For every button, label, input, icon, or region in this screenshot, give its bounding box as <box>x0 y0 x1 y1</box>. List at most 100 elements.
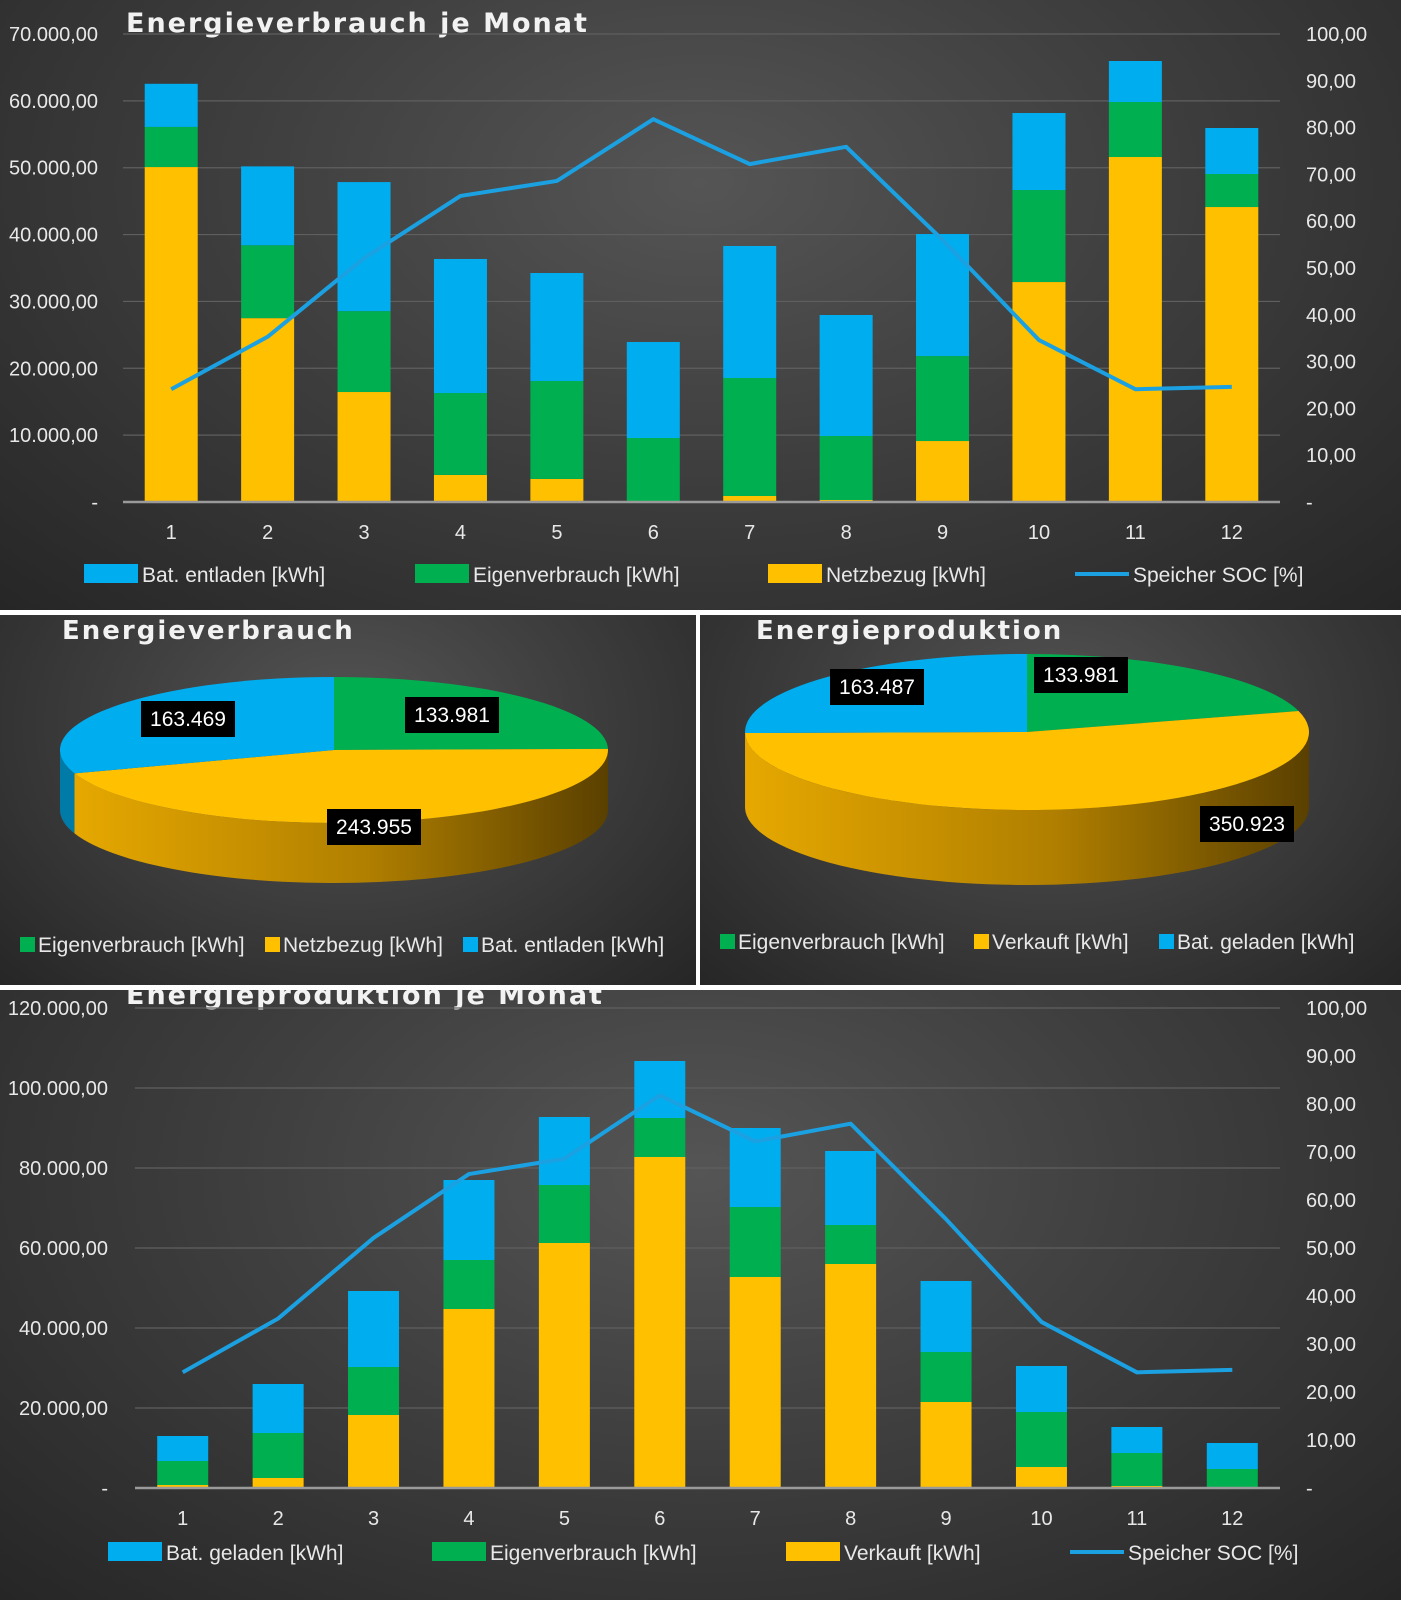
bar-segment <box>1015 1412 1067 1467</box>
bar-segment <box>825 1264 877 1488</box>
bar-segment <box>241 245 295 319</box>
legend-swatch <box>415 564 469 583</box>
legend-swatch <box>463 937 478 952</box>
pie-side-wall <box>60 750 75 834</box>
bar-segment <box>723 246 777 378</box>
bar-segment <box>634 1157 686 1488</box>
bar-segment <box>819 315 873 437</box>
data-label: 350.923 <box>1209 813 1285 836</box>
data-label: 163.469 <box>150 708 226 731</box>
x-tick-label: 9 <box>940 1508 951 1530</box>
chart-title: Energieproduktion je Monat <box>126 990 604 1011</box>
bar-segment <box>1205 207 1259 502</box>
legend-swatch <box>265 937 280 952</box>
y-tick-label: - <box>101 1478 108 1500</box>
bar-segment <box>157 1436 209 1461</box>
bar-segment <box>1111 1427 1163 1453</box>
bar-segment <box>157 1485 209 1488</box>
consumption-pie-panel: Energieverbrauch 133.981 243.955 163.469 Ei… <box>0 615 696 985</box>
bar-segment <box>157 1461 209 1485</box>
bar-segment <box>1205 128 1259 174</box>
legend-label: Bat. entladen [kWh] <box>481 934 664 957</box>
y2-tick-label: 30,00 <box>1306 352 1356 374</box>
bar-segment <box>252 1433 304 1478</box>
bar-segment <box>1012 113 1066 191</box>
y-tick-label: 50.000,00 <box>9 158 98 180</box>
y2-tick-label: 10,00 <box>1306 1430 1356 1452</box>
bar-segment <box>348 1291 400 1367</box>
bar-segment <box>729 1207 781 1277</box>
bar-segment <box>1205 173 1259 208</box>
x-tick-label: 7 <box>750 1508 761 1530</box>
bar-segment <box>819 436 873 500</box>
bar-segment <box>348 1415 400 1488</box>
bar-segment <box>252 1478 304 1488</box>
legend-swatch <box>84 564 138 583</box>
x-tick-label: 6 <box>648 522 659 544</box>
bar-segment <box>241 166 295 246</box>
y-tick-label: - <box>91 492 98 514</box>
y2-tick-label: 10,00 <box>1306 445 1356 467</box>
consumption-monthly-chart-panel: Energieverbrauch je Monat -10.000,00 20.0… <box>0 0 1401 610</box>
y2-tick-label: 90,00 <box>1306 71 1356 93</box>
y2-tick-label: 100,00 <box>1306 998 1367 1020</box>
bar-segment <box>1108 157 1162 502</box>
y2-tick-label: 70,00 <box>1306 164 1356 186</box>
pie-side-wall <box>745 732 1309 886</box>
bar-segment <box>443 1260 495 1309</box>
bar-segment <box>538 1185 590 1243</box>
x-tick-label: 11 <box>1126 1508 1147 1530</box>
pie-slice <box>745 711 1309 810</box>
bar-segment <box>443 1180 495 1260</box>
x-tick-label: 7 <box>744 522 755 544</box>
data-label-box <box>1034 657 1128 693</box>
bar-segment <box>337 311 391 393</box>
y-tick-label: 70.000,00 <box>9 24 98 46</box>
bar-segment <box>538 1117 590 1185</box>
bar-segment <box>1012 282 1066 502</box>
y2-tick-label: 50,00 <box>1306 1238 1356 1260</box>
soc-line <box>181 1093 1233 1375</box>
y-tick-label: 40.000,00 <box>19 1318 108 1340</box>
legend-label: Speicher SOC [%] <box>1128 1542 1298 1565</box>
data-label: 133.981 <box>1043 664 1119 687</box>
chart-title: Energieverbrauch <box>62 616 355 646</box>
legend-label: Netzbezug [kWh] <box>826 564 986 587</box>
x-tick-label: 10 <box>1030 1508 1052 1530</box>
bar-segment <box>920 1352 972 1402</box>
bar-segment <box>1108 101 1162 158</box>
legend-swatch <box>20 937 35 952</box>
production-pie-panel: Energieproduktion 133.981 350.923 163.487 E… <box>700 615 1401 985</box>
data-label: 243.955 <box>336 816 412 839</box>
y-tick-label: 120.000,00 <box>8 998 108 1020</box>
y2-tick-label: - <box>1306 492 1313 514</box>
pie-slice <box>74 748 608 823</box>
consumption-monthly-chart: Energieverbrauch je Monat -10.000,0020.0… <box>9 8 1367 587</box>
y-tick-label: 20.000,00 <box>19 1398 108 1420</box>
data-label: 163.487 <box>839 676 915 699</box>
x-tick-label: 9 <box>937 522 948 544</box>
legend-label: Verkauft [kWh] <box>992 931 1129 954</box>
bar-segment <box>634 1118 686 1157</box>
y-tick-label: 20.000,00 <box>9 358 98 380</box>
legend-label: Eigenverbrauch [kWh] <box>738 931 945 954</box>
data-label-box <box>327 809 421 845</box>
y2-tick-label: 30,00 <box>1306 1334 1356 1356</box>
bar-segment <box>1015 1366 1067 1412</box>
legend-label: Bat. geladen [kWh] <box>166 1542 343 1565</box>
y-tick-label: 80.000,00 <box>19 1158 108 1180</box>
x-tick-label: 4 <box>455 522 466 544</box>
bar-segment <box>538 1243 590 1488</box>
bar-segment <box>916 356 970 442</box>
legend-label: Speicher SOC [%] <box>1133 564 1303 587</box>
x-tick-label: 6 <box>654 1508 665 1530</box>
bar-segment <box>144 126 198 168</box>
production-monthly-chart-panel: Energieproduktion je Monat - 20.000,00 40.… <box>0 990 1401 1600</box>
bar-segment <box>144 167 198 502</box>
y2-tick-label: - <box>1306 1478 1313 1500</box>
bar-segment <box>530 380 584 479</box>
bar-segment <box>337 392 391 502</box>
y-tick-label: 10.000,00 <box>9 425 98 447</box>
legend-swatch <box>786 1542 840 1561</box>
y-tick-label: 60.000,00 <box>9 91 98 113</box>
